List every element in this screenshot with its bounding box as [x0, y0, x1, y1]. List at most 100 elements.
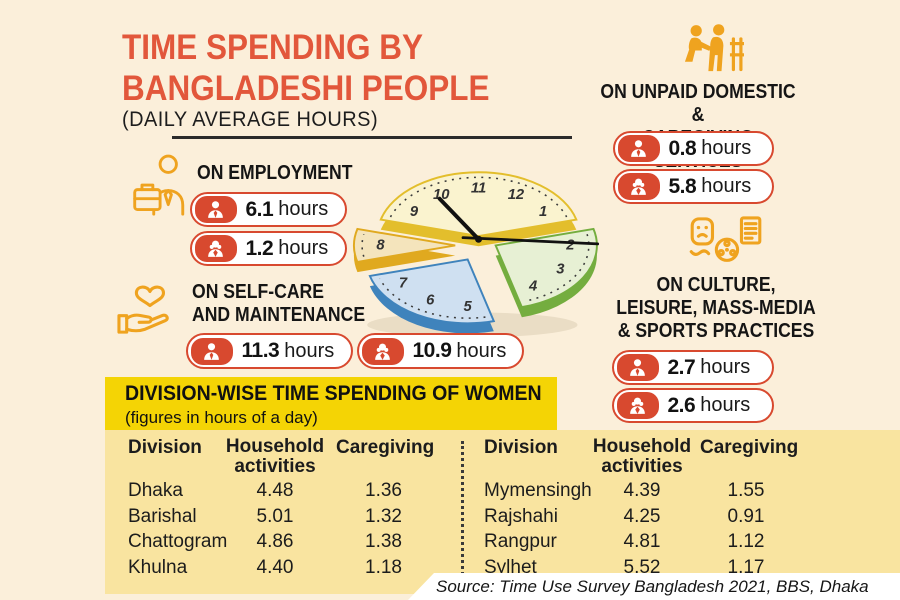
- clock-pie-graphic: 1 2 3 4 5 6 7 8 9 10 11 12: [323, 138, 631, 356]
- division-banner-title: DIVISION-WISE TIME SPENDING OF WOMEN: [125, 382, 542, 405]
- household-value: 5.52: [623, 556, 661, 578]
- col-header-caregiving: Caregiving: [336, 437, 435, 458]
- selfcare-women-badge: 10.9 hours: [357, 333, 524, 369]
- division-table-left: Division Household activities Caregiving…: [128, 436, 435, 582]
- source-text: Source: Time Use Survey Bangladesh 2021,…: [436, 577, 869, 596]
- unpaid-women-badge: 5.8 hours: [613, 169, 774, 204]
- culture-icon: [688, 215, 766, 273]
- division-name: Barishal: [128, 505, 197, 527]
- caregiving-icon: [684, 22, 744, 80]
- caregiving-value: 1.55: [727, 480, 765, 501]
- hours-label: hours: [700, 394, 751, 416]
- man-icon: [194, 196, 237, 223]
- hours-label: hours: [700, 356, 751, 378]
- clock-number: 2: [565, 237, 575, 253]
- hours-label: hours: [701, 175, 752, 197]
- clock-slice-tan: [353, 227, 456, 273]
- division-name: Khulna: [128, 556, 188, 578]
- household-value: 4.39: [623, 480, 661, 501]
- source-strip: Source: Time Use Survey Bangladesh 2021,…: [408, 573, 900, 600]
- page-subtitle: (DAILY AVERAGE HOURS): [122, 108, 379, 131]
- caregiving-value: 1.38: [365, 531, 402, 552]
- clock-number: 12: [508, 187, 525, 203]
- man-icon: [617, 135, 660, 162]
- clock-number: 10: [433, 187, 450, 203]
- employment-icon: [132, 151, 190, 227]
- culture-men-badge: 2.7 hours: [612, 350, 774, 385]
- clock-number: 8: [376, 237, 385, 253]
- clock-number: 7: [399, 276, 408, 292]
- household-value: 4.48: [256, 480, 294, 501]
- employment-men-badge: 6.1 hours: [190, 192, 347, 227]
- employment-men-value: 6.1: [245, 197, 274, 221]
- hours-label: hours: [701, 137, 752, 159]
- caregiving-value: 1.32: [365, 505, 402, 527]
- employment-women-badge: 1.2 hours: [190, 231, 347, 266]
- household-value: 4.81: [623, 531, 661, 552]
- page-title-line1: TIME SPENDING BY: [122, 28, 424, 67]
- selfcare-men-badge: 11.3 hours: [186, 333, 353, 369]
- title-rule: [172, 136, 572, 139]
- col-header-division: Division: [484, 437, 558, 458]
- clock-number: 6: [426, 293, 435, 309]
- hours-label: hours: [284, 339, 335, 362]
- clock-number: 4: [528, 279, 537, 295]
- selfcare-women-value: 10.9: [412, 339, 452, 362]
- division-name: Chattogram: [128, 531, 228, 552]
- selfcare-heading: ON SELF-CARE AND MAINTENANCE: [192, 281, 389, 327]
- household-value: 5.01: [256, 505, 294, 527]
- caregiving-value: 1.17: [727, 556, 765, 578]
- employment-heading: ON EMPLOYMENT: [197, 162, 353, 184]
- hours-label: hours: [456, 339, 507, 362]
- unpaid-women-value: 5.8: [668, 174, 697, 198]
- selfcare-men-value: 11.3: [241, 339, 280, 362]
- selfcare-heading-line1: ON SELF-CARE: [192, 281, 324, 303]
- division-banner-subtitle: (figures in hours of a day): [125, 408, 318, 427]
- culture-women-badge: 2.6 hours: [612, 388, 774, 423]
- clock-slice-green: [494, 227, 598, 318]
- division-name: Rajshahi: [484, 505, 558, 527]
- household-value: 4.40: [256, 556, 294, 578]
- man-icon: [616, 354, 659, 381]
- clock-slice-yellow: [379, 171, 578, 247]
- unpaid-men-value: 0.8: [668, 136, 697, 160]
- caregiving-value: 0.91: [727, 505, 765, 527]
- selfcare-heading-line2: AND MAINTENANCE: [192, 304, 366, 326]
- clock-number: 3: [556, 262, 565, 278]
- col-header-household: Household activities: [225, 436, 325, 477]
- hours-label: hours: [278, 237, 329, 259]
- man-icon: [190, 337, 233, 365]
- clock-number: 5: [464, 299, 473, 315]
- division-table-right: Division Household activities Caregiving…: [484, 436, 799, 582]
- division-name: Rangpur: [484, 531, 557, 552]
- household-value: 4.86: [256, 531, 294, 552]
- page-title-line2: BANGLADESHI PEOPLE: [122, 69, 490, 108]
- selfcare-icon: [114, 276, 184, 338]
- culture-heading-line1: ON CULTURE,: [656, 274, 776, 296]
- hours-label: hours: [278, 198, 329, 220]
- clock-slice-blue: [368, 258, 496, 334]
- caregiving-value: 1.12: [727, 531, 765, 552]
- culture-heading-line2: LEISURE, MASS-MEDIA: [616, 297, 816, 319]
- woman-icon: [361, 337, 404, 365]
- clock-hands: [437, 196, 600, 246]
- woman-icon: [194, 235, 237, 262]
- division-name: Dhaka: [128, 480, 183, 501]
- col-header-division: Division: [128, 437, 202, 458]
- division-name: Mymensingh: [484, 480, 592, 501]
- col-header-household: Household activities: [592, 436, 692, 477]
- woman-icon: [617, 173, 660, 200]
- culture-women-value: 2.6: [667, 393, 696, 417]
- col-header-caregiving: Caregiving: [700, 437, 799, 458]
- division-table-panel: [105, 430, 900, 594]
- woman-icon: [616, 392, 659, 419]
- clock-number: 1: [539, 204, 547, 220]
- caregiving-value: 1.18: [365, 556, 402, 578]
- employment-women-value: 1.2: [245, 236, 274, 260]
- caregiving-value: 1.36: [365, 480, 402, 501]
- page-title: TIME SPENDING BY BANGLADESHI PEOPLE: [122, 27, 530, 109]
- unpaid-heading-line1: ON UNPAID DOMESTIC &: [600, 81, 796, 126]
- division-name: Sylhet: [484, 556, 537, 578]
- division-banner: DIVISION-WISE TIME SPENDING OF WOMEN (fi…: [105, 377, 557, 430]
- household-value: 4.25: [623, 505, 661, 527]
